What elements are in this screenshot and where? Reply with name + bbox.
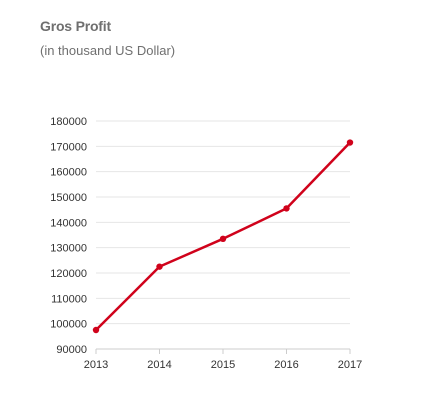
x-tick-label: 2017 bbox=[338, 359, 362, 371]
x-tick-label: 2016 bbox=[274, 359, 298, 371]
chart-subtitle: (in thousand US Dollar) bbox=[40, 43, 176, 58]
y-tick-label: 160000 bbox=[50, 167, 87, 179]
x-tick-label: 2014 bbox=[147, 359, 171, 371]
y-tick-label: 140000 bbox=[50, 217, 87, 229]
data-point bbox=[219, 235, 227, 242]
y-tick-label: 100000 bbox=[50, 319, 87, 331]
y-tick-label: 170000 bbox=[50, 141, 87, 153]
y-tick-label: 110000 bbox=[51, 293, 87, 305]
y-tick-label: 130000 bbox=[50, 243, 87, 255]
x-tick-label: 2015 bbox=[211, 359, 235, 371]
y-tick-labels: 90000 100000 110000 120000 130000 140000 15000… bbox=[50, 116, 87, 356]
x-tick-labels: 2013 2014 2015 2016 2017 bbox=[84, 359, 362, 371]
x-tick-label: 2013 bbox=[84, 359, 108, 371]
x-axis bbox=[95, 348, 351, 354]
data-point bbox=[283, 205, 290, 212]
data-point bbox=[156, 263, 163, 270]
y-tick-label: 150000 bbox=[50, 192, 87, 204]
data-point bbox=[92, 326, 100, 334]
y-tick-label: 180000 bbox=[50, 116, 87, 128]
data-point bbox=[346, 139, 354, 146]
y-grid bbox=[96, 120, 350, 350]
y-tick-label: 90000 bbox=[56, 344, 87, 356]
data-points bbox=[92, 139, 354, 334]
y-tick-label: 120000 bbox=[50, 268, 87, 280]
chart-title: Gros Profit bbox=[40, 18, 111, 34]
